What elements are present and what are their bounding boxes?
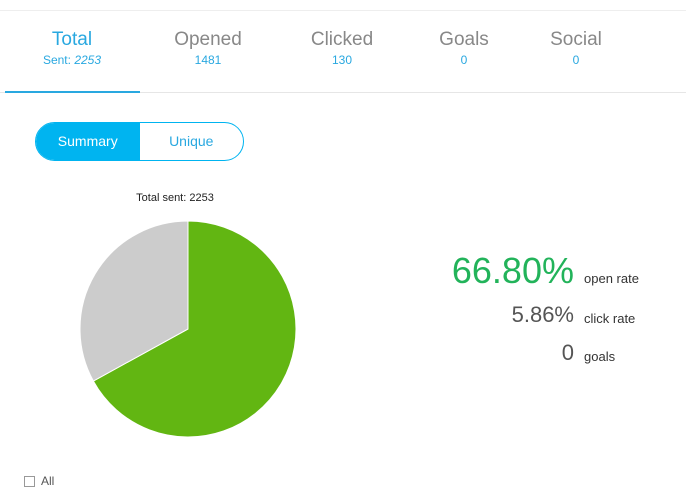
tab[interactable]: Social 0 <box>511 29 641 67</box>
tab-sub-value: 0 <box>572 53 580 67</box>
pie-slice <box>79 220 189 382</box>
stat-value: 66.80% <box>451 250 574 291</box>
toggle-option[interactable]: Unique <box>169 133 214 149</box>
active-indicator <box>5 91 140 93</box>
tab-sub: Sent: 2253 <box>7 53 137 67</box>
stat-value: 0 <box>561 340 574 365</box>
tab[interactable]: Goals 0 <box>399 29 529 67</box>
stat-label: open rate <box>584 271 639 286</box>
tab-bar: Total Sent: 2253 Opened 1481 Clicked 130 Go… <box>0 11 686 93</box>
checkbox <box>24 476 35 488</box>
tab-label: Clicked <box>310 29 374 50</box>
chart-title: Total sent: 2253 <box>136 192 214 204</box>
tab-label: Goals <box>439 29 489 50</box>
toggle-option[interactable]: Summary <box>36 123 140 160</box>
divider <box>0 10 686 11</box>
filter-label: All <box>41 474 55 488</box>
tab[interactable]: Opened 1481 <box>143 29 273 67</box>
tab-sub-value: 0 <box>460 53 468 67</box>
stat-value: 5.86% <box>511 302 574 327</box>
pie-slice <box>92 220 297 438</box>
tab-label: Social <box>550 29 602 50</box>
tab-sub-value: 1481 <box>194 53 222 67</box>
stat-label: click rate <box>584 311 636 326</box>
tab-sub-label: Sent: <box>42 53 71 67</box>
tab-sub-value: 2253 <box>74 53 102 67</box>
chart: Total sent: 2253 <box>79 192 297 438</box>
tab[interactable]: Total Sent: 2253 <box>7 29 137 67</box>
tab[interactable]: Clicked 130 <box>277 29 407 67</box>
tab-label: Opened <box>174 29 242 50</box>
tab-sub-value: 130 <box>331 53 353 67</box>
filter-checkbox[interactable]: All <box>24 474 54 488</box>
toggle: Summary Unique <box>35 122 244 161</box>
stat-label: goals <box>584 349 616 364</box>
tab-label: Total <box>51 29 93 50</box>
